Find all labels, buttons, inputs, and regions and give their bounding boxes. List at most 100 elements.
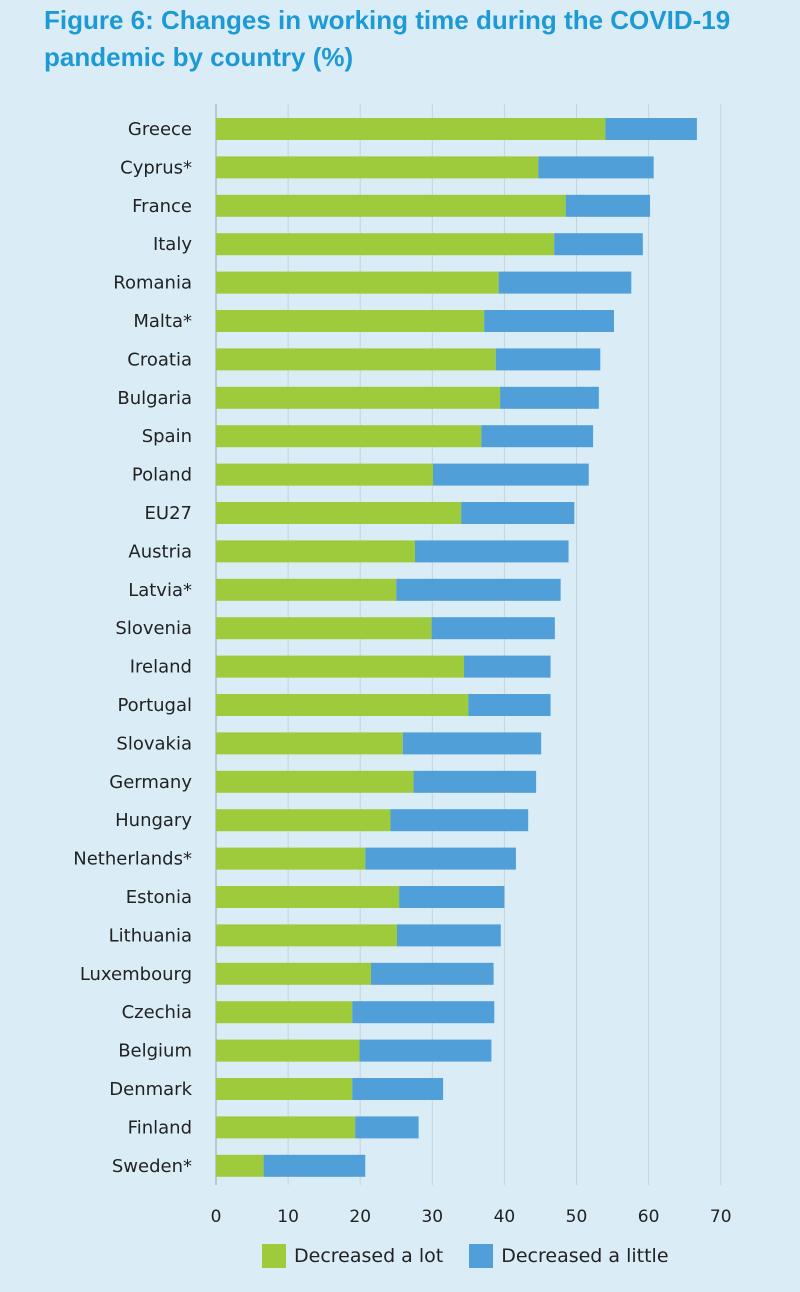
bar-decreased-a-little xyxy=(352,1078,444,1100)
bar-decreased-a-little xyxy=(371,962,494,985)
category-labels: Greece Cyprus* France Italy Romania Malta* Cro… xyxy=(73,119,192,1177)
bar-decreased-a-little xyxy=(484,310,614,332)
bar-decreased-a-little xyxy=(554,233,643,256)
bar-decreased-a-little xyxy=(605,118,697,140)
bar-decreased-a-little xyxy=(413,770,537,793)
category-label: EU27 xyxy=(145,503,192,524)
bar-decreased-a-lot xyxy=(216,770,414,793)
bar-chart: Greece Cyprus* France Italy Romania Malta* Cro… xyxy=(73,104,732,1227)
category-label: Latvia* xyxy=(128,580,192,601)
bar-decreased-a-little xyxy=(498,271,632,294)
category-label: Ireland xyxy=(130,657,192,678)
chart-title: Figure 6: Changes in working time during… xyxy=(44,5,731,72)
bar-decreased-a-little xyxy=(538,156,654,179)
x-tick-label: 20 xyxy=(349,1207,371,1227)
category-label: Poland xyxy=(132,465,192,486)
bar-decreased-a-little xyxy=(414,540,569,563)
legend-label: Decreased a lot xyxy=(294,1245,444,1267)
bar-decreased-a-lot xyxy=(216,156,539,179)
category-label: Malta* xyxy=(133,311,192,332)
x-tick-label: 10 xyxy=(277,1207,299,1227)
bar-decreased-a-lot xyxy=(216,1154,264,1177)
category-label: Portugal xyxy=(117,695,192,716)
x-tick-label: 30 xyxy=(421,1207,443,1227)
bar-decreased-a-little xyxy=(263,1154,366,1177)
legend-label: Decreased a little xyxy=(501,1245,669,1267)
bar-decreased-a-lot xyxy=(216,463,434,486)
bar-decreased-a-lot xyxy=(216,194,566,217)
category-label: Lithuania xyxy=(109,925,192,946)
bar-decreased-a-lot xyxy=(216,425,482,448)
bar-decreased-a-little xyxy=(433,463,589,486)
category-label: Sweden* xyxy=(112,1156,192,1177)
category-label: France xyxy=(132,196,192,217)
bar-decreased-a-lot xyxy=(216,1078,353,1100)
x-tick-label: 70 xyxy=(710,1207,732,1227)
category-label: Estonia xyxy=(126,887,192,908)
category-label: Italy xyxy=(153,234,192,255)
category-label: Slovakia xyxy=(116,733,192,754)
x-tick-label: 50 xyxy=(566,1207,588,1227)
category-label: Denmark xyxy=(109,1079,192,1100)
bar-decreased-a-lot xyxy=(216,540,415,563)
category-label: Spain xyxy=(142,426,192,447)
bar-decreased-a-lot xyxy=(216,732,403,755)
legend: Decreased a lot Decreased a little xyxy=(262,1244,695,1268)
x-tick-label: 60 xyxy=(638,1207,660,1227)
legend-swatch xyxy=(262,1244,286,1268)
legend-item-decreased-a-lot: Decreased a lot xyxy=(262,1244,443,1268)
bar-decreased-a-lot xyxy=(216,386,501,409)
bar-decreased-a-lot xyxy=(216,348,496,371)
bar-decreased-a-lot xyxy=(216,694,469,716)
x-tick-label: 40 xyxy=(494,1207,516,1227)
category-label: Belgium xyxy=(118,1041,192,1062)
bar-decreased-a-little xyxy=(500,386,599,409)
bar-decreased-a-little xyxy=(461,502,575,524)
bar-decreased-a-little xyxy=(396,578,561,601)
category-label: Netherlands* xyxy=(73,849,192,870)
category-label: Austria xyxy=(128,541,192,562)
bar-decreased-a-lot xyxy=(216,617,432,640)
bar-decreased-a-little xyxy=(365,847,516,870)
bar-decreased-a-lot xyxy=(216,1001,353,1024)
bar-decreased-a-lot xyxy=(216,655,465,678)
bar-decreased-a-lot xyxy=(216,271,499,294)
bar-decreased-a-little xyxy=(390,809,529,832)
bar-decreased-a-little xyxy=(481,425,594,448)
category-label: Bulgaria xyxy=(117,388,192,409)
category-label: Greece xyxy=(128,119,192,140)
x-axis-ticks: 0 10 20 30 40 50 60 70 xyxy=(211,1207,732,1227)
bar-decreased-a-little xyxy=(431,617,555,640)
bar-decreased-a-little xyxy=(464,655,551,678)
bar-decreased-a-lot xyxy=(216,962,372,985)
bar-decreased-a-lot xyxy=(216,847,366,870)
x-tick-label: 0 xyxy=(211,1207,222,1227)
bar-decreased-a-little xyxy=(565,194,651,217)
category-label: Luxembourg xyxy=(80,964,192,985)
legend-item-decreased-a-little: Decreased a little xyxy=(469,1244,669,1268)
bar-decreased-a-little xyxy=(355,1116,419,1139)
category-label: Finland xyxy=(128,1117,192,1138)
bar-decreased-a-lot xyxy=(216,809,391,832)
bar-decreased-a-little xyxy=(352,1001,495,1024)
category-label: Slovenia xyxy=(115,618,192,639)
category-label: Germany xyxy=(109,772,192,793)
bar-decreased-a-lot xyxy=(216,1039,360,1062)
category-label: Croatia xyxy=(127,349,192,370)
bar-decreased-a-lot xyxy=(216,886,400,908)
bar-decreased-a-lot xyxy=(216,118,606,140)
bar-decreased-a-little xyxy=(396,924,501,947)
category-label: Czechia xyxy=(122,1002,192,1023)
category-label: Cyprus* xyxy=(120,157,192,178)
bar-decreased-a-little xyxy=(495,348,601,371)
bars xyxy=(216,118,697,1177)
legend-swatch xyxy=(469,1244,494,1268)
bar-decreased-a-little xyxy=(359,1039,492,1062)
bar-decreased-a-little xyxy=(399,886,505,908)
bar-decreased-a-lot xyxy=(216,1116,356,1139)
bar-decreased-a-lot xyxy=(216,924,397,947)
category-label: Romania xyxy=(113,273,192,294)
bar-decreased-a-little xyxy=(402,732,542,755)
bar-decreased-a-lot xyxy=(216,578,397,601)
bar-decreased-a-lot xyxy=(216,233,555,256)
